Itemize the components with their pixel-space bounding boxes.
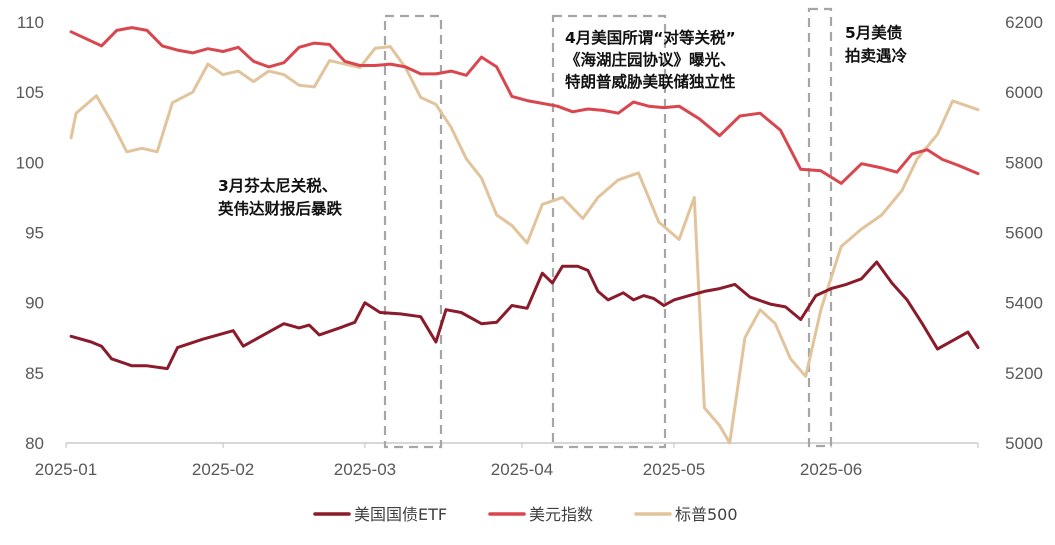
x-axis-tick-labels: 2025-01 2025-02 2025-03 2025-04 2025-05 2025-… [35, 460, 862, 479]
right-axis-tick-label: 6000 [1005, 83, 1043, 102]
annotation-line: 《海湖庄园协议》曝光、 [565, 50, 736, 69]
event-highlight-boxes [383, 7, 833, 449]
right-axis-tick-label: 5800 [1005, 153, 1043, 172]
series-lines [69, 26, 980, 445]
right-axis-tick-label: 5200 [1005, 364, 1043, 383]
annotation-text: 3月芬太尼关税、英伟达财报后暴跌 [217, 176, 343, 218]
left-axis-tick-label: 110 [17, 13, 44, 32]
x-axis-tick-label: 2025-02 [192, 460, 254, 479]
event-box [551, 14, 667, 449]
event-box [383, 14, 443, 449]
legend-label: 美国国债ETF [354, 505, 447, 524]
right-axis-tick-label: 5000 [1005, 434, 1043, 453]
left-axis-tick-labels: 80 85 90 95 100 105 110 [16, 13, 44, 453]
axes [65, 442, 979, 448]
left-axis-tick-label: 90 [25, 294, 44, 313]
right-axis-tick-label: 6200 [1005, 13, 1043, 32]
annotations: 3月芬太尼关税、英伟达财报后暴跌 4月美国所谓“对等关税” 《海湖庄园协议》曝光、特… [217, 23, 908, 218]
left-axis-tick-label: 100 [16, 153, 44, 172]
series-line-1 [69, 26, 980, 185]
event-box [807, 7, 833, 448]
x-axis-tick-label: 2025-04 [491, 460, 553, 479]
annotation-line: 英伟达财报后暴跌 [217, 199, 343, 218]
right-axis-tick-labels: 5000 5200 5400 5600 5800 6000 6200 [1005, 13, 1043, 453]
legend-label: 标普500 [675, 505, 738, 524]
left-axis-tick-label: 105 [16, 83, 44, 102]
legend: 美国国债ETF 美元指数 标普500 [313, 505, 738, 524]
x-axis-tick-label: 2025-06 [800, 460, 862, 479]
right-axis-tick-label: 5600 [1005, 224, 1043, 243]
annotation-line: 特朗普威胁美联储独立性 [565, 72, 736, 91]
series-line-2 [69, 45, 980, 445]
x-axis-tick-label: 2025-01 [35, 460, 97, 479]
annotation-line: 3月芬太尼关税、 [218, 176, 337, 195]
right-axis-tick-label: 5400 [1005, 294, 1043, 313]
series-line-0 [69, 260, 980, 371]
left-axis-tick-label: 85 [25, 364, 44, 383]
annotation-line: 拍卖遇冷 [845, 46, 908, 65]
legend-label: 美元指数 [529, 505, 593, 524]
annotation-text: 5月美债拍卖遇冷 [845, 23, 908, 65]
x-axis-tick-label: 2025-05 [643, 460, 705, 479]
x-axis-tick-label: 2025-03 [334, 460, 396, 479]
annotation-text: 4月美国所谓“对等关税” 《海湖庄园协议》曝光、特朗普威胁美联储独立性 [565, 28, 736, 91]
annotation-line: 5月美债 [845, 23, 903, 42]
annotation-line: 4月美国所谓“对等关税” [565, 28, 736, 47]
left-axis-tick-label: 80 [25, 434, 44, 453]
left-axis-tick-label: 95 [25, 224, 44, 243]
